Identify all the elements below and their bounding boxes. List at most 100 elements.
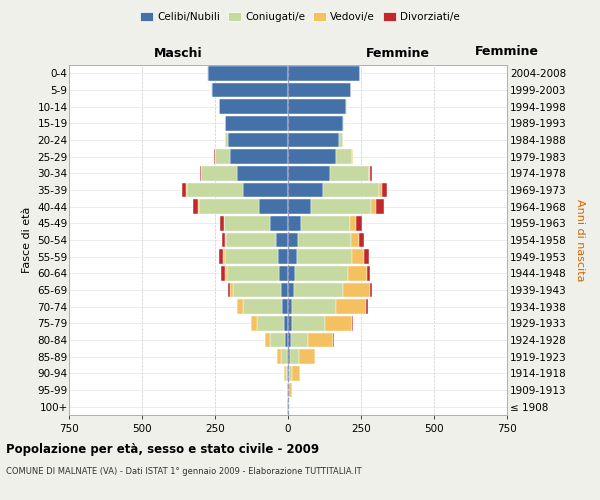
Y-axis label: Anni di nascita: Anni di nascita bbox=[575, 198, 585, 281]
Bar bbox=[284, 366, 286, 380]
Bar bbox=[369, 166, 370, 180]
Bar bbox=[288, 182, 323, 198]
Legend: Celibi/Nubili, Coniugati/e, Vedovi/e, Divorziati/e: Celibi/Nubili, Coniugati/e, Vedovi/e, Di… bbox=[136, 8, 464, 26]
Bar bbox=[287, 366, 288, 380]
Text: Femmine: Femmine bbox=[365, 47, 430, 60]
Bar bbox=[187, 182, 243, 198]
Bar bbox=[230, 282, 233, 298]
Bar bbox=[367, 266, 370, 280]
Bar bbox=[288, 216, 301, 230]
Bar bbox=[295, 266, 349, 280]
Bar bbox=[288, 332, 291, 347]
Bar bbox=[288, 200, 311, 214]
Bar bbox=[376, 200, 384, 214]
Bar bbox=[257, 316, 284, 330]
Bar bbox=[230, 150, 288, 164]
Bar bbox=[288, 100, 346, 114]
Bar bbox=[212, 82, 288, 98]
Bar bbox=[222, 232, 225, 248]
Bar bbox=[335, 300, 366, 314]
Bar bbox=[288, 316, 292, 330]
Bar bbox=[366, 300, 368, 314]
Bar bbox=[288, 82, 351, 98]
Bar bbox=[282, 300, 288, 314]
Bar bbox=[292, 300, 335, 314]
Text: Femmine: Femmine bbox=[475, 45, 539, 58]
Bar bbox=[379, 182, 382, 198]
Bar bbox=[201, 166, 237, 180]
Bar bbox=[288, 132, 339, 148]
Bar bbox=[233, 282, 281, 298]
Bar bbox=[226, 232, 277, 248]
Bar bbox=[346, 100, 347, 114]
Bar bbox=[285, 332, 288, 347]
Bar bbox=[228, 132, 288, 148]
Bar bbox=[251, 316, 257, 330]
Bar bbox=[370, 166, 372, 180]
Bar bbox=[289, 366, 292, 380]
Bar bbox=[237, 166, 288, 180]
Bar bbox=[259, 200, 288, 214]
Text: Maschi: Maschi bbox=[154, 47, 203, 60]
Bar bbox=[343, 116, 344, 130]
Bar bbox=[215, 150, 230, 164]
Bar bbox=[352, 250, 364, 264]
Bar bbox=[343, 282, 370, 298]
Bar bbox=[277, 350, 281, 364]
Bar bbox=[356, 216, 362, 230]
Bar bbox=[336, 150, 352, 164]
Bar bbox=[308, 332, 333, 347]
Bar bbox=[277, 232, 288, 248]
Bar bbox=[359, 232, 364, 248]
Bar bbox=[288, 166, 331, 180]
Bar bbox=[288, 250, 297, 264]
Bar bbox=[271, 332, 285, 347]
Bar bbox=[299, 350, 315, 364]
Bar bbox=[288, 366, 289, 380]
Bar bbox=[221, 266, 225, 280]
Bar bbox=[225, 132, 228, 148]
Bar bbox=[288, 300, 292, 314]
Y-axis label: Fasce di età: Fasce di età bbox=[22, 207, 32, 273]
Bar bbox=[292, 316, 325, 330]
Bar bbox=[289, 382, 292, 398]
Bar bbox=[193, 200, 199, 214]
Bar bbox=[182, 182, 186, 198]
Bar bbox=[243, 182, 288, 198]
Bar bbox=[227, 266, 279, 280]
Bar bbox=[279, 266, 288, 280]
Bar bbox=[325, 316, 352, 330]
Bar bbox=[219, 250, 223, 264]
Bar bbox=[370, 282, 372, 298]
Bar bbox=[288, 350, 290, 364]
Bar bbox=[352, 232, 359, 248]
Bar bbox=[281, 282, 288, 298]
Bar bbox=[223, 250, 224, 264]
Bar bbox=[291, 332, 308, 347]
Bar bbox=[382, 182, 386, 198]
Bar bbox=[364, 250, 368, 264]
Bar bbox=[301, 216, 350, 230]
Bar bbox=[331, 166, 369, 180]
Bar bbox=[225, 116, 288, 130]
Bar bbox=[288, 232, 298, 248]
Bar bbox=[278, 250, 288, 264]
Bar bbox=[225, 266, 227, 280]
Bar bbox=[371, 200, 376, 214]
Bar bbox=[298, 232, 352, 248]
Bar bbox=[297, 250, 352, 264]
Bar bbox=[290, 350, 299, 364]
Bar bbox=[288, 66, 359, 80]
Bar bbox=[200, 166, 201, 180]
Bar bbox=[225, 232, 226, 248]
Bar bbox=[220, 100, 288, 114]
Bar bbox=[288, 282, 294, 298]
Bar bbox=[288, 266, 295, 280]
Text: Popolazione per età, sesso e stato civile - 2009: Popolazione per età, sesso e stato civil… bbox=[6, 442, 319, 456]
Bar bbox=[227, 282, 230, 298]
Bar bbox=[350, 216, 356, 230]
Bar bbox=[243, 300, 282, 314]
Bar bbox=[208, 66, 288, 80]
Bar bbox=[339, 132, 343, 148]
Bar bbox=[224, 216, 271, 230]
